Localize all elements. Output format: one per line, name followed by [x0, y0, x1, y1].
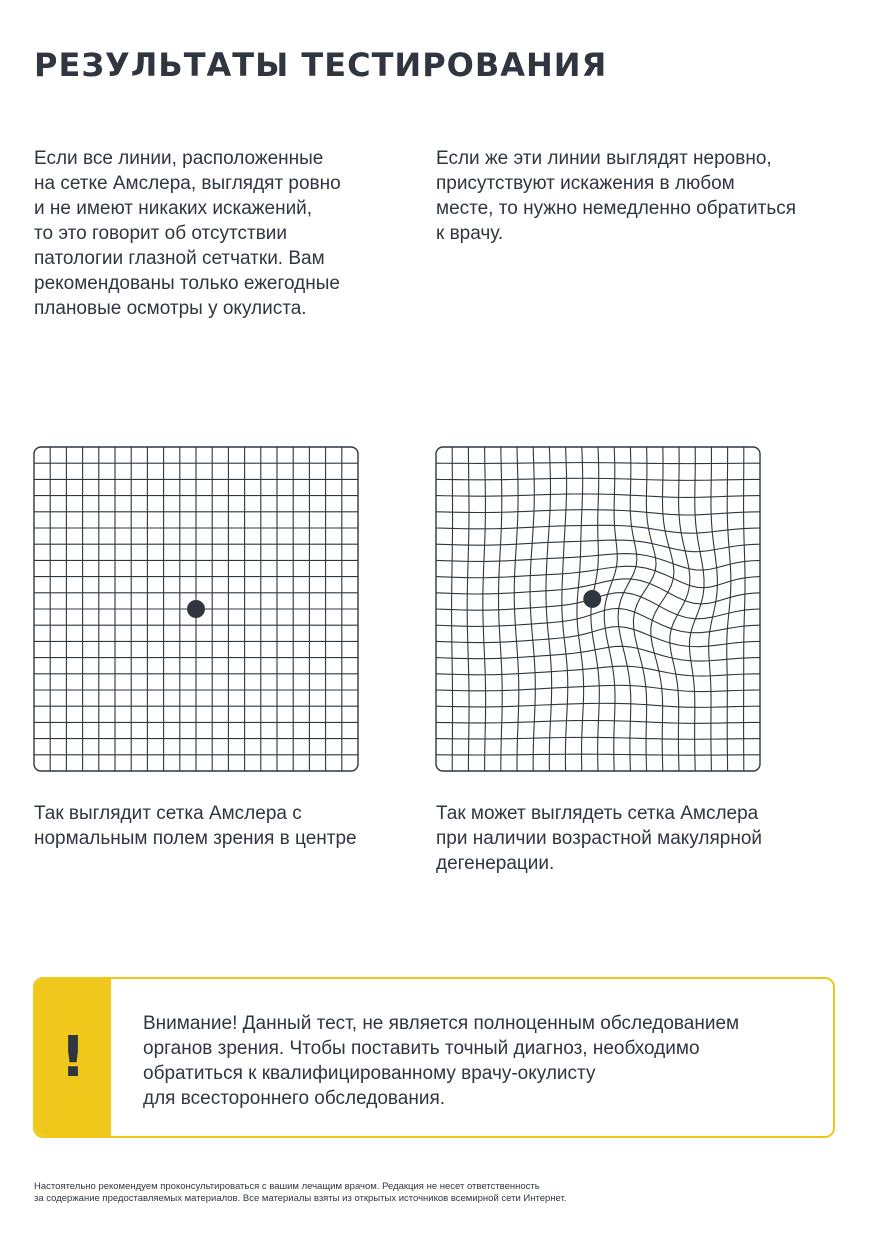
amsler-grid-distorted-drawing: [435, 446, 761, 772]
text-line: к врачу.: [436, 223, 504, 244]
grid-line-vertical: [545, 446, 553, 772]
grid-line-horizontal: [435, 684, 761, 693]
text-line: Если все линии, расположенные: [34, 148, 324, 169]
caption-line: дегенерации.: [436, 853, 555, 874]
text-line: плановые осмотры у окулиста.: [34, 298, 307, 319]
normal-result-text: Если все линии, расположенные на сетке А…: [34, 146, 341, 321]
grid-line-horizontal: [435, 626, 761, 648]
grid-line-vertical: [561, 446, 569, 772]
footnote-line: за содержание предоставляемых материалов…: [34, 1193, 567, 1204]
text-line: на сетке Амслера, выглядят ровно: [34, 173, 341, 194]
grid-line-vertical: [650, 446, 675, 772]
center-dot: [187, 600, 205, 618]
text-line: то это говорит об отсутствии: [34, 223, 288, 244]
grid-line-vertical: [708, 446, 718, 772]
distorted-grid-caption: Так может выглядеть сетка Амслера при на…: [436, 801, 762, 876]
text-line: присутствуют искажения в любом: [436, 173, 735, 194]
warning-box: ! Внимание! Данный тест, не является пол…: [33, 977, 835, 1138]
footnote-line: Настоятельно рекомендуем проконсультиров…: [34, 1181, 540, 1192]
distorted-result-text: Если же эти линии выглядят неровно, прис…: [436, 146, 796, 246]
grid-line-horizontal: [435, 753, 761, 756]
grid-line-horizontal: [435, 702, 761, 708]
amsler-grid-normal: [33, 446, 359, 772]
caption-line: нормальным полем зрения в центре: [34, 828, 357, 849]
grid-line-vertical: [617, 446, 638, 772]
warning-line: для всестороннего обследования.: [143, 1088, 446, 1109]
text-line: и не имеют никаких искажений,: [34, 198, 313, 219]
grid-line-vertical: [603, 446, 618, 772]
exclamation-icon: !: [60, 1025, 86, 1090]
text-line: рекомендованы только ежегодные: [34, 273, 340, 294]
amsler-grid-distorted: [435, 446, 761, 772]
normal-grid-caption: Так выглядит сетка Амслера с нормальным …: [34, 801, 357, 851]
disclaimer-footnote: Настоятельно рекомендуем проконсультиров…: [34, 1181, 566, 1205]
caption-line: Так может выглядеть сетка Амслера: [436, 803, 759, 824]
warning-accent-strip: [35, 979, 111, 1136]
grid-line-horizontal: [435, 645, 761, 662]
grid-line-vertical: [743, 447, 746, 772]
text-line: Если же эти линии выглядят неровно,: [436, 148, 772, 169]
warning-line: обратиться к квалифицированному врачу-ок…: [143, 1063, 596, 1084]
amsler-grid-normal-drawing: [33, 446, 359, 772]
text-line: патологии глазной сетчатки. Вам: [34, 248, 325, 269]
grid-line-horizontal: [435, 736, 761, 740]
grid-line-vertical: [726, 446, 732, 772]
caption-line: при наличии возрастной макулярной: [436, 828, 762, 849]
grid-line-horizontal: [435, 665, 761, 677]
warning-line: органов зрения. Чтобы поставить точный д…: [143, 1038, 700, 1059]
caption-line: Так выглядит сетка Амслера с: [34, 803, 302, 824]
grid-line-horizontal: [435, 719, 761, 724]
center-dot: [583, 589, 602, 608]
grid-line-vertical: [632, 446, 657, 772]
grid-line-vertical: [688, 446, 705, 772]
grid-line-vertical: [576, 446, 585, 772]
grid-line-vertical: [590, 446, 600, 772]
grid-line-horizontal: [435, 607, 761, 634]
grid-line-vertical: [669, 446, 691, 772]
page-title: РЕЗУЛЬТАТЫ ТЕСТИРОВАНИЯ: [34, 46, 608, 84]
warning-line: Внимание! Данный тест, не является полно…: [143, 1013, 740, 1034]
warning-text: Внимание! Данный тест, не является полно…: [143, 1011, 739, 1111]
text-line: месте, то нужно немедленно обратиться: [436, 198, 797, 219]
